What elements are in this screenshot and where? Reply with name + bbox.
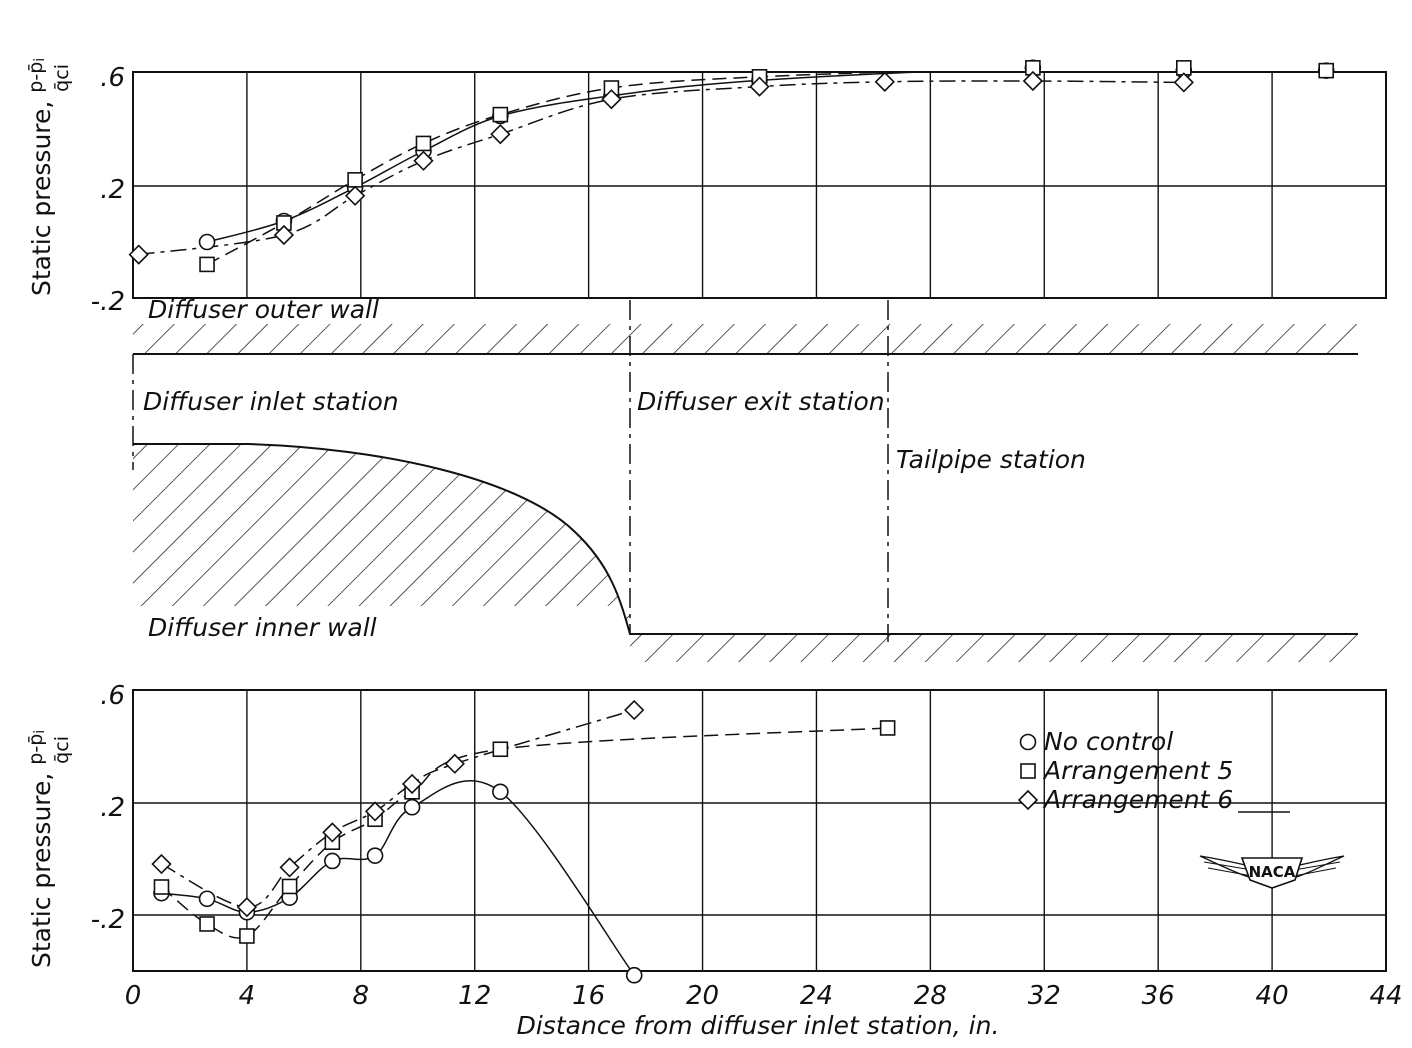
x-tick-label: 28 [914,981,947,1011]
exit-station-label: Diffuser exit station [637,387,885,416]
inner-wall-hatch [133,444,630,634]
data-point-diamond [413,150,434,171]
inner-wall-line [133,443,1358,635]
x-tick-label: 32 [1028,981,1061,1011]
x-tick-label: 4 [239,981,256,1011]
data-point-circle [366,847,384,864]
inner-wall-label: Diffuser inner wall [148,613,377,642]
top-plot-frame [132,71,1387,299]
data-point-circle [492,783,509,801]
data-point-square [199,916,215,932]
series-line-arrangement-5 [161,727,888,939]
naca-logo-text: NACA [1249,863,1296,881]
data-point-diamond [624,699,645,721]
bottom-ytick-label: .6 [100,681,125,711]
data-point-diamond [128,244,149,265]
series-line-arrangement-6 [138,80,1184,256]
legend-marker-circle [1019,733,1037,751]
x-tick-labels: 0 4 8 12 16 20 24 28 32 36 40 44 [125,981,1403,1011]
series-line-arrangement-6 [161,709,635,908]
legend-marker-diamond [1017,789,1039,811]
data-point-diamond [874,71,895,92]
data-point-square [153,879,170,895]
outer-wall-hatch [133,324,1358,354]
data-point-square [1318,62,1334,79]
legend-label-arrangement-6: Arrangement 6 [1042,785,1233,814]
top-plot: .6 .2 -.2 Static pressure, p-p̄iq̄ci [25,58,1387,317]
legend-label-no-control: No control [1044,727,1173,756]
bottom-grid [133,690,1386,971]
top-ytick-label: .2 [100,175,125,205]
data-point-circle [625,966,643,984]
data-point-diamond [273,224,295,246]
data-point-square [199,256,215,273]
data-point-circle [324,852,341,870]
data-point-diamond [322,822,343,843]
bottom-ytick-label: -.2 [91,905,125,935]
data-point-square [281,878,298,895]
legend-marker-square [1020,763,1036,779]
top-grid [133,72,1386,298]
series-line-no-control [161,780,633,971]
data-point-circle [403,798,421,816]
x-tick-label: 24 [800,981,833,1011]
x-tick-label: 20 [686,981,719,1011]
x-tick-label: 16 [572,981,605,1011]
data-point-diamond [236,897,258,918]
data-point-diamond [601,89,622,110]
top-ytick-label: -.2 [91,287,125,317]
bottom-plot-frame [132,689,1387,972]
data-point-square [492,106,509,123]
data-point-square [239,928,255,944]
data-point-square [347,172,363,188]
data-point-diamond [344,185,366,206]
data-point-diamond [749,76,770,97]
diffuser-diagram: Diffuser outer wall Diffuser inlet stati… [132,295,1358,662]
x-axis-label: Distance from diffuser inlet station, in… [517,1011,1000,1040]
inlet-station-label: Diffuser inlet station [143,387,399,416]
data-point-diamond [1022,70,1044,92]
data-point-diamond [151,853,172,875]
legend-markers [1017,733,1290,813]
x-tick-label: 0 [125,981,142,1011]
data-point-diamond [490,124,511,145]
x-tick-label: 8 [353,981,370,1011]
top-ytick-label: .6 [100,63,125,93]
tailpipe-station-label: Tailpipe station [896,445,1086,474]
outer-wall-label: Diffuser outer wall [148,295,379,324]
top-markers [128,59,1335,273]
bottom-curves [161,709,888,971]
x-tick-label: 12 [458,981,491,1011]
tailpipe-wall-hatch [630,634,1358,662]
x-tick-label: 44 [1369,981,1402,1011]
bottom-ylabel: Static pressure, p-p̄iq̄ci [25,730,73,968]
data-point-diamond [1173,72,1194,93]
naca-logo: NACA [1199,855,1345,889]
bottom-plot: .6 .2 -.2 0 4 8 12 16 20 24 28 32 36 40 44 Distance… [25,681,1403,1040]
top-ylabel: Static pressure, p-p̄iq̄ci [25,58,73,296]
data-point-diamond [364,801,386,822]
data-point-circle [198,890,216,908]
data-point-diamond [401,773,423,795]
data-point-diamond [444,753,465,774]
bottom-ytick-label: .2 [100,793,125,823]
data-point-square [879,720,896,736]
data-point-square [492,741,509,758]
data-point-diamond [279,857,300,878]
legend: No control Arrangement 5 Arrangement 6 [1017,727,1290,814]
x-tick-label: 40 [1256,981,1289,1011]
data-point-square [415,135,432,152]
data-point-circle [198,233,216,251]
bottom-markers [151,699,896,984]
legend-label-arrangement-5: Arrangement 5 [1042,756,1233,785]
top-curves [138,72,1184,266]
x-tick-label: 36 [1142,981,1175,1011]
